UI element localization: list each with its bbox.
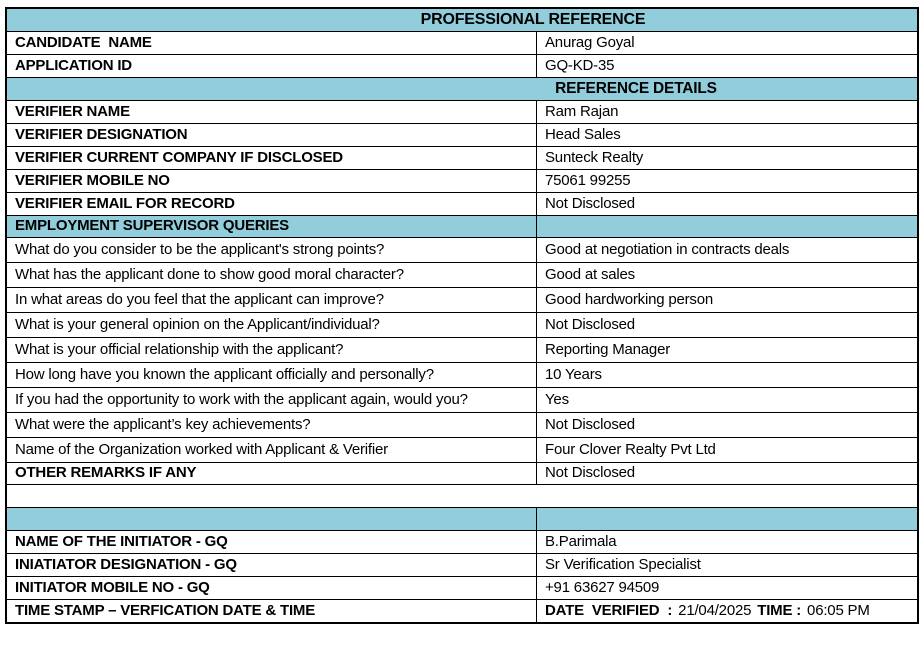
query-question: What do you consider to be the applicant… [15,240,385,258]
application-id-value: GQ-KD-35 [536,55,917,77]
query-answer: Not Disclosed [536,313,917,337]
verifier-company-value: Sunteck Realty [536,147,917,169]
query-answer: Yes [536,388,917,412]
query-row: What were the applicant’s key achievemen… [7,412,917,437]
verifier-email-row: VERIFIER EMAIL FOR RECORD Not Disclosed [7,192,917,215]
query-question: Name of the Organization worked with App… [15,440,388,458]
timestamp-row: TIME STAMP – VERFICATION DATE & TIME DAT… [7,599,917,622]
query-question: In what areas do you feel that the appli… [15,290,384,308]
query-question: How long have you known the applicant of… [15,365,434,383]
verifier-mobile-row: VERIFIER MOBILE NO 75061 99255 [7,169,917,192]
empty-section-divider-row [7,507,917,530]
verifier-mobile-value: 75061 99255 [536,170,917,192]
query-answer: Good hardworking person [536,288,917,312]
other-remarks-label: OTHER REMARKS IF ANY [15,464,197,482]
query-answer: Good at sales [536,263,917,287]
query-answer: Four Clover Realty Pvt Ltd [536,438,917,462]
initiator-name-value: B.Parimala [536,531,917,553]
verifier-mobile-label: VERIFIER MOBILE NO [15,171,170,189]
query-question: What is your general opinion on the Appl… [15,315,380,333]
initiator-designation-value: Sr Verification Specialist [536,554,917,576]
query-answer: Good at negotiation in contracts deals [536,238,917,262]
other-remarks-value: Not Disclosed [536,463,917,484]
queries-header-row: EMPLOYMENT SUPERVISOR QUERIES [7,215,917,237]
queries-header-empty-cell [536,216,917,237]
query-row: Name of the Organization worked with App… [7,437,917,462]
empty-row [7,484,917,507]
verifier-name-label: VERIFIER NAME [15,102,130,120]
reference-details-header: REFERENCE DETAILS [555,80,717,98]
verifier-company-label: VERIFIER CURRENT COMPANY IF DISCLOSED [15,148,343,166]
query-question: If you had the opportunity to work with … [15,390,468,408]
initiator-name-row: NAME OF THE INITIATOR - GQ B.Parimala [7,530,917,553]
initiator-name-label: NAME OF THE INITIATOR - GQ [15,532,228,550]
verifier-company-row: VERIFIER CURRENT COMPANY IF DISCLOSED Su… [7,146,917,169]
initiator-mobile-row: INITIATOR MOBILE NO - GQ +91 63627 94509 [7,576,917,599]
candidate-name-value: Anurag Goyal [536,32,917,54]
query-question: What were the applicant’s key achievemen… [15,415,311,433]
empty-cell [7,508,536,530]
initiator-designation-row: INIATIATOR DESIGNATION - GQ Sr Verificat… [7,553,917,576]
query-answer: 10 Years [536,363,917,387]
query-row: If you had the opportunity to work with … [7,387,917,412]
query-question: What has the applicant done to show good… [15,265,404,283]
query-row: What has the applicant done to show good… [7,262,917,287]
date-verified-label: DATE VERIFIED : [545,601,673,619]
candidate-name-row: CANDIDATE NAME Anurag Goyal [7,31,917,54]
query-row: In what areas do you feel that the appli… [7,287,917,312]
reference-details-header-row: REFERENCE DETAILS [7,77,917,100]
initiator-mobile-label: INITIATOR MOBILE NO - GQ [15,578,210,596]
query-answer: Not Disclosed [536,413,917,437]
verifier-email-value: Not Disclosed [536,193,917,215]
query-question: What is your official relationship with … [15,340,344,358]
query-row: What do you consider to be the applicant… [7,237,917,262]
table-title-row: PROFESSIONAL REFERENCE [7,9,917,31]
time-label: TIME : [757,601,802,619]
verifier-designation-value: Head Sales [536,124,917,146]
candidate-name-label: CANDIDATE NAME [15,33,152,51]
empty-cell [536,508,917,530]
application-id-row: APPLICATION ID GQ-KD-35 [7,54,917,77]
initiator-designation-label: INIATIATOR DESIGNATION - GQ [15,555,237,573]
empty-cell [7,485,917,507]
initiator-mobile-value: +91 63627 94509 [536,577,917,599]
query-row: How long have you known the applicant of… [7,362,917,387]
professional-reference-table: PROFESSIONAL REFERENCE CANDIDATE NAME An… [5,7,919,624]
other-remarks-row: OTHER REMARKS IF ANY Not Disclosed [7,462,917,484]
queries-header-label: EMPLOYMENT SUPERVISOR QUERIES [15,217,289,235]
query-row: What is your official relationship with … [7,337,917,362]
verifier-designation-row: VERIFIER DESIGNATION Head Sales [7,123,917,146]
application-id-label: APPLICATION ID [15,56,132,74]
time-value: 06:05 PM [807,601,870,619]
query-row: What is your general opinion on the Appl… [7,312,917,337]
query-answer: Reporting Manager [536,338,917,362]
timestamp-label: TIME STAMP – VERFICATION DATE & TIME [15,601,316,619]
verifier-designation-label: VERIFIER DESIGNATION [15,125,188,143]
verifier-email-label: VERIFIER EMAIL FOR RECORD [15,194,235,212]
date-verified-value: 21/04/2025 [678,601,752,619]
verifier-name-value: Ram Rajan [536,101,917,123]
table-title: PROFESSIONAL REFERENCE [420,11,646,29]
verifier-name-row: VERIFIER NAME Ram Rajan [7,100,917,123]
timestamp-value: DATE VERIFIED : 21/04/2025 TIME : 06:05 … [536,600,917,622]
